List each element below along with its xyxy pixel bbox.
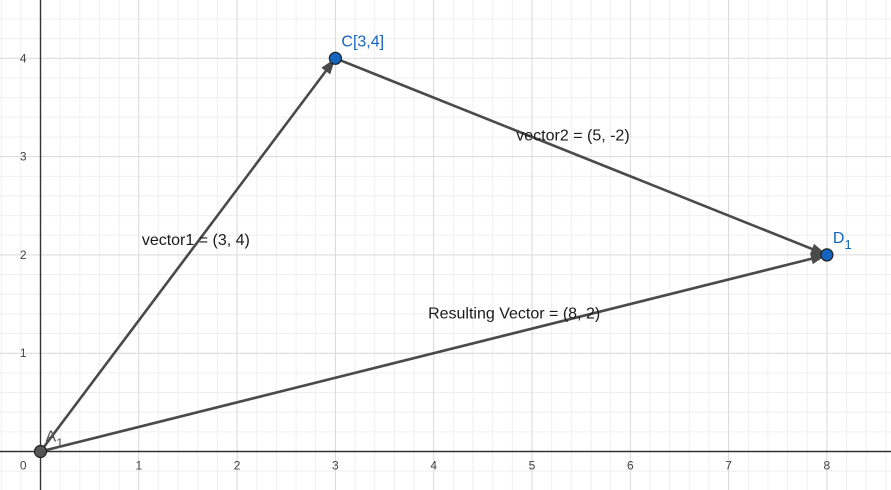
point-C[interactable] [328,51,342,65]
vector-label: Resulting Vector = (8, 2) [428,306,600,323]
x-tick-label: 2 [234,459,241,473]
vectors: vector1 = (3, 4) vector2 = (5, -2) Resulti… [39,56,827,453]
point-D[interactable] [820,248,834,262]
x-tick-label: 3 [332,459,339,473]
point-A[interactable] [33,444,48,459]
point-label-subscript: 1 [844,237,851,252]
vector-line [39,69,328,453]
tick-labels: 1 2 3 4 5 6 7 8 1 2 3 4 0 [20,51,831,472]
vector-line [39,257,813,453]
x-tick-label: 6 [627,459,634,473]
y-tick-label: 4 [20,51,27,65]
origin-label: 0 [20,459,27,473]
x-tick-label: 7 [725,459,732,473]
vector-label: vector2 = (5, -2) [516,128,629,145]
y-tick-label: 3 [20,150,27,164]
x-tick-label: 1 [135,459,142,473]
y-tick-label: 2 [20,248,27,262]
point-label-D: D1 [833,230,852,252]
x-tick-label: 8 [824,459,831,473]
y-tick-label: 1 [20,346,27,360]
x-tick-label: 5 [529,459,536,473]
vector-line [334,56,814,251]
vector-label: vector1 = (3, 4) [142,232,250,249]
point-label-C: C[3,4] [341,33,384,50]
point-label-subscript: 1 [56,436,63,451]
x-tick-label: 4 [430,459,437,473]
